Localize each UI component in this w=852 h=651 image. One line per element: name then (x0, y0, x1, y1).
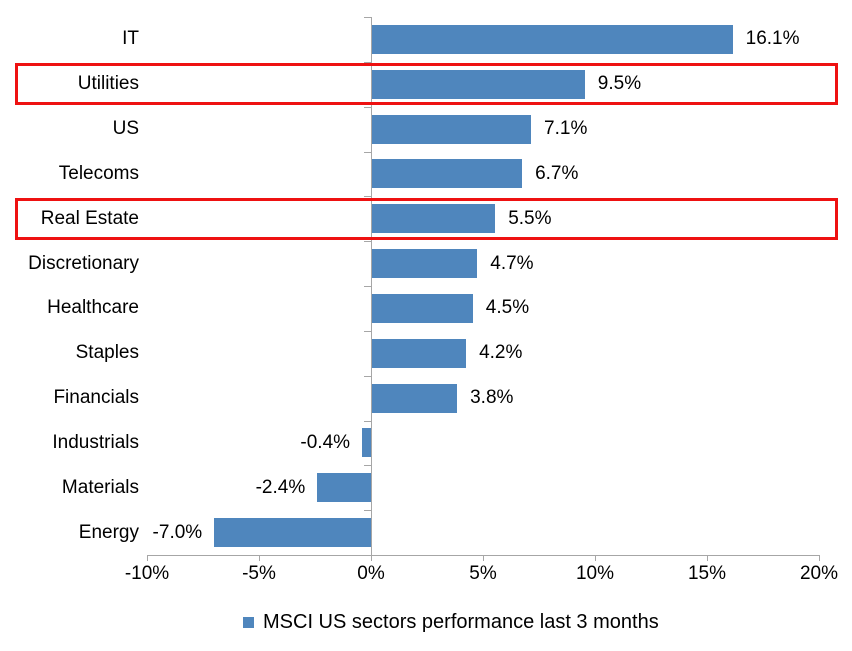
value-axis-tick (707, 555, 708, 561)
value-axis-tick-label: -5% (242, 563, 276, 584)
category-label: Energy (78, 521, 139, 543)
category-axis-tick (364, 196, 371, 198)
value-label: 9.5% (597, 73, 642, 95)
bar (372, 69, 585, 99)
category-axis-tick (364, 555, 371, 556)
category-label: US (112, 118, 139, 140)
category-axis-tick (364, 465, 371, 467)
value-label: -7.0% (152, 521, 203, 543)
value-label: 4.2% (479, 342, 523, 364)
category-label: Healthcare (47, 297, 139, 319)
value-axis-tick (819, 555, 820, 561)
bar (317, 473, 371, 503)
category-label: IT (122, 28, 139, 50)
category-label: Staples (75, 342, 139, 364)
legend-swatch-icon (243, 616, 254, 628)
bar (372, 249, 478, 279)
highlight-box (15, 197, 838, 240)
category-axis-tick (364, 330, 371, 332)
value-axis-tick (371, 555, 372, 561)
legend: MSCI US sectors performance last 3 month… (243, 610, 659, 634)
value-label: 4.7% (490, 252, 534, 274)
bar (362, 428, 371, 458)
category-axis-tick (364, 510, 371, 512)
category-axis-tick (364, 286, 371, 287)
value-axis-tick (483, 555, 484, 561)
category-label: Utilities (77, 73, 139, 95)
value-axis-tick-label: 15% (687, 563, 727, 584)
category-axis-tick (364, 420, 371, 422)
bar (372, 338, 467, 368)
category-axis-tick (364, 106, 371, 108)
category-label: Discretionary (28, 252, 139, 274)
value-axis-tick (147, 555, 148, 561)
category-label: Financials (53, 387, 139, 409)
category-label: Industrials (52, 431, 139, 453)
value-axis-tick-label: -10% (124, 563, 170, 584)
category-label: Real Estate (40, 207, 139, 229)
value-label: 16.1% (745, 28, 800, 50)
value-axis-line (371, 17, 372, 555)
bar (372, 159, 523, 189)
value-axis-tick-label: 20% (799, 563, 839, 584)
category-axis-tick (364, 61, 371, 63)
value-axis-tick-label: 0% (357, 563, 385, 584)
value-axis-tick-label: 10% (575, 563, 615, 584)
bar (372, 24, 733, 54)
value-axis-tick (259, 555, 260, 561)
category-label: Materials (61, 476, 139, 498)
category-axis-tick (364, 375, 371, 377)
bar (372, 293, 473, 323)
value-label: 6.7% (535, 162, 579, 184)
value-label: 5.5% (508, 207, 552, 229)
value-label: -0.4% (300, 431, 351, 453)
value-label: 4.5% (485, 297, 530, 319)
value-axis-tick-label: 5% (469, 563, 497, 584)
value-label: 7.1% (544, 118, 588, 140)
legend-label: MSCI US sectors performance last 3 month… (263, 611, 659, 633)
value-label: 3.8% (470, 387, 514, 409)
category-axis-tick (364, 17, 371, 18)
bar (372, 204, 496, 234)
value-label: -2.4% (255, 476, 306, 498)
highlight-box (15, 63, 838, 106)
category-label: Telecoms (58, 162, 139, 184)
value-axis-tick (595, 555, 596, 561)
bar (372, 383, 458, 413)
category-axis-tick (364, 241, 371, 243)
category-axis-tick (364, 151, 371, 153)
bar (372, 114, 532, 144)
bar (214, 518, 371, 548)
